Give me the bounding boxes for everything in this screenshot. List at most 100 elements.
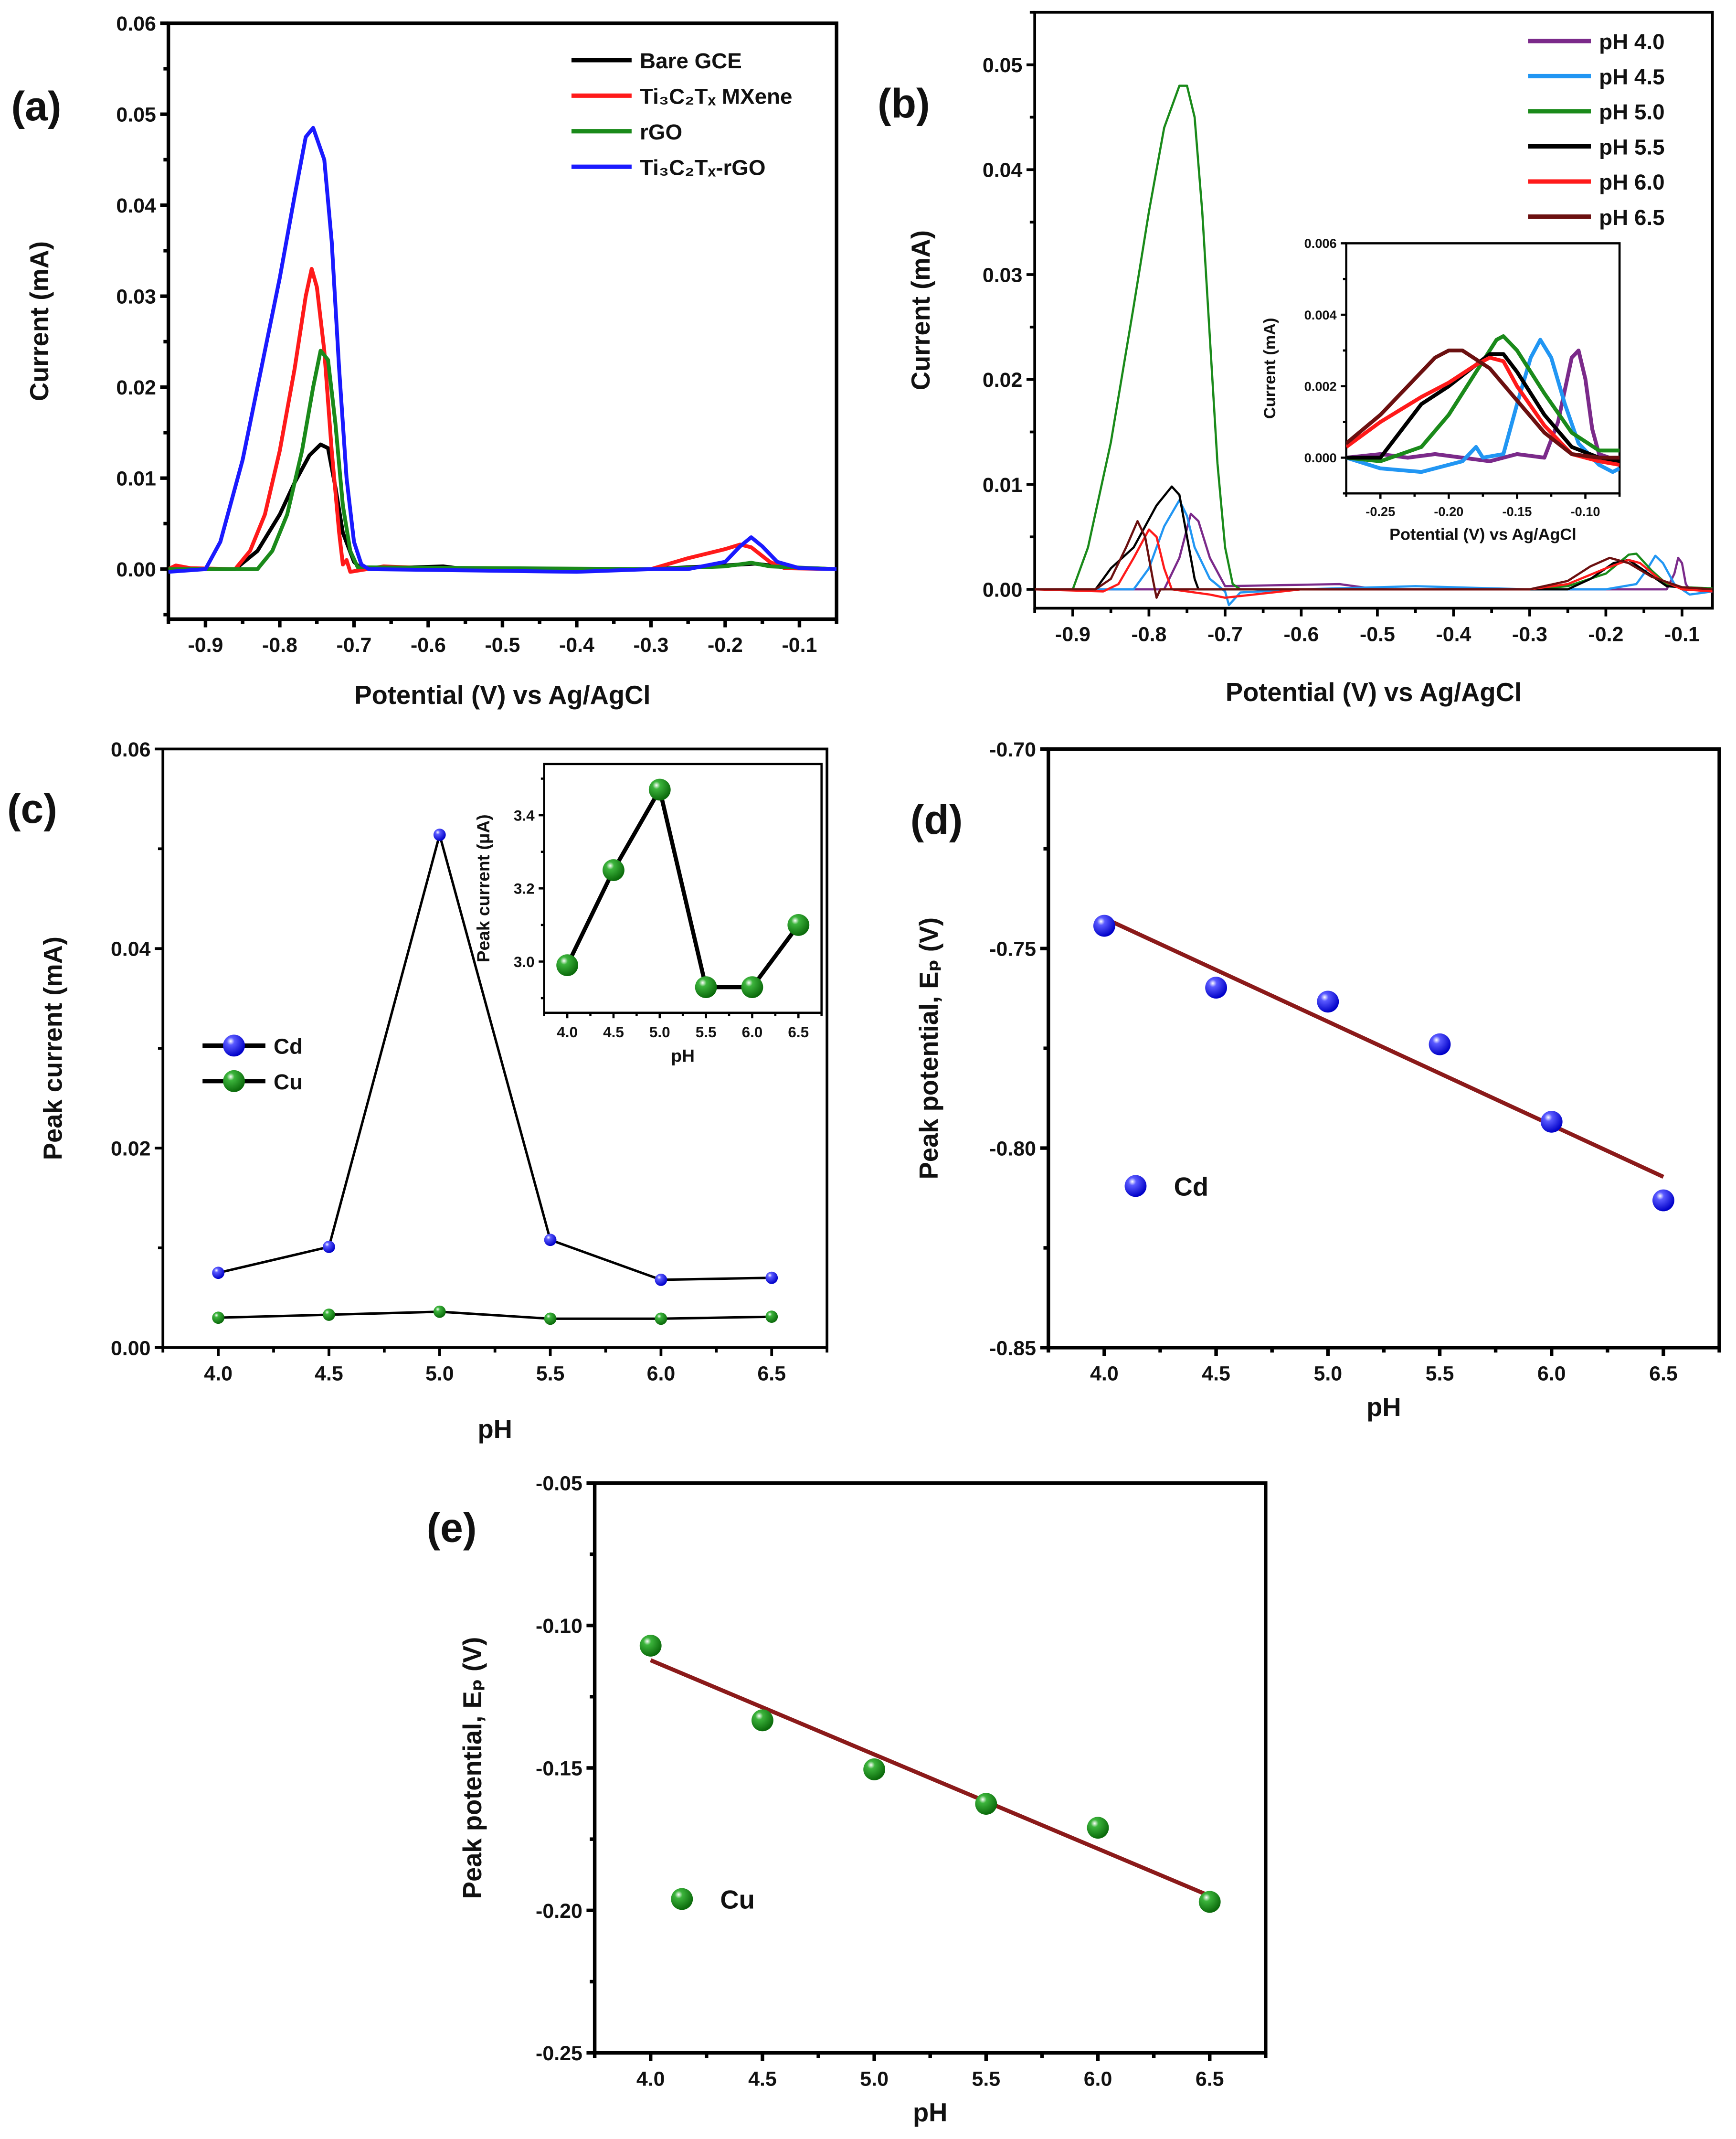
- data-point: [1652, 1189, 1674, 1212]
- y-tick-label: 0.05: [116, 104, 156, 127]
- series-line: [1035, 485, 1713, 591]
- x-tick-label: 4.0: [636, 2067, 665, 2090]
- y-axis-title: Peak potential, Eₚ (V): [458, 1637, 487, 1899]
- panel-b: (b)-0.9 -0.8 -0.7 -0.6 -0.5 -0.4 -0.3 -0.2 -0.10…: [878, 11, 1714, 707]
- y-axis-title: Current (mA): [25, 241, 54, 401]
- legend-label: Ti₃C₂Tₓ-rGO: [640, 155, 765, 180]
- x-tick-label: 4.5: [603, 1024, 624, 1041]
- legend-item: pH 6.0: [1528, 170, 1665, 194]
- data-point: [765, 1310, 778, 1323]
- data-point: [639, 1635, 662, 1657]
- x-axis-title: Potential (V) vs Ag/AgCl: [1226, 678, 1522, 707]
- y-tick-label: 0.05: [983, 54, 1023, 77]
- y-tick-label: 0.04: [116, 194, 156, 217]
- y-tick-label: 3.4: [514, 807, 535, 824]
- x-tick-label: 5.0: [860, 2067, 889, 2090]
- series-pH-5.5: [1346, 352, 1620, 463]
- series-line: [1346, 348, 1620, 460]
- y-tick-label: 0.00: [983, 578, 1023, 601]
- legend-item: Cu: [202, 1070, 303, 1094]
- x-axis-title: pH: [477, 1415, 512, 1444]
- x-tick-label: 6.0: [742, 1024, 763, 1041]
- data-point: [323, 1241, 335, 1253]
- panel-label: (b): [878, 81, 930, 127]
- y-tick-label: 0.04: [111, 938, 151, 961]
- x-tick-label: -0.20: [1434, 504, 1463, 519]
- legend-label: pH 4.5: [1599, 65, 1664, 89]
- data-point: [863, 1758, 886, 1780]
- x-tick-label: 4.0: [204, 1362, 233, 1385]
- y-tick-label: 0.00: [111, 1337, 151, 1360]
- data-point: [752, 1709, 773, 1732]
- y-tick-label: 0.04: [983, 159, 1023, 182]
- data-point: [556, 954, 579, 977]
- legend: Bare GCE Ti₃C₂Tₓ MXene rGO Ti₃C₂Tₓ-rGO: [571, 49, 793, 180]
- x-tick-label: 4.5: [315, 1362, 343, 1385]
- inset-background: [1346, 243, 1620, 494]
- y-tick-label: 0.06: [111, 738, 151, 761]
- data-point: [1093, 915, 1115, 937]
- x-tick-label: -0.2: [1588, 623, 1623, 646]
- data-point: [1087, 1817, 1109, 1839]
- x-tick-label: 4.0: [1090, 1362, 1119, 1385]
- panel-label: (d): [910, 797, 963, 843]
- series-line: [218, 830, 772, 1281]
- y-tick-label: -0.85: [989, 1337, 1036, 1360]
- data-point: [603, 859, 625, 881]
- series-line: [1035, 499, 1713, 607]
- legend-label: Bare GCE: [640, 49, 742, 73]
- panel-d: (d) 4.0 4.5 5.0 5.5 6.0 6.5 -0.85 -0.80 -0.75 -0.7…: [910, 738, 1721, 1422]
- series-line: [218, 1310, 772, 1320]
- x-axis-title: pH: [913, 2098, 947, 2127]
- x-axis-title: pH: [1366, 1393, 1401, 1422]
- x-tick-label: -0.3: [633, 634, 668, 657]
- series-line: [1035, 85, 1713, 591]
- panel-label: (c): [7, 786, 57, 832]
- y-tick-label: -0.20: [536, 1900, 582, 1923]
- x-axis-title: Potential (V) vs Ag/AgCl: [1389, 525, 1577, 543]
- data-point: [975, 1793, 997, 1815]
- y-tick-label: -0.10: [536, 1615, 582, 1638]
- x-tick-label: -0.3: [1512, 623, 1547, 646]
- plot-area: [650, 1658, 1211, 1898]
- x-tick-label: 6.0: [647, 1362, 676, 1385]
- y-tick-label: 0.02: [116, 376, 156, 399]
- y-tick-label: 0.004: [1304, 308, 1337, 322]
- y-tick-label: -0.70: [989, 738, 1036, 761]
- plot-frame: [593, 1481, 1268, 2055]
- series-line: [168, 349, 837, 571]
- legend-item: pH 4.5: [1528, 65, 1665, 89]
- legend-item: Ti₃C₂Tₓ-rGO: [571, 155, 766, 180]
- data-point: [655, 1273, 667, 1286]
- legend-label: rGO: [640, 120, 682, 144]
- legend: pH 4.0 pH 4.5 pH 5.0 pH 5.5 pH 6.0 pH 6.5: [1528, 30, 1665, 230]
- y-tick-label: 0.02: [983, 369, 1023, 392]
- y-axis-title: Peak current (mA): [38, 936, 67, 1160]
- series-line: [1035, 528, 1713, 599]
- data-point: [1540, 1111, 1563, 1133]
- x-tick-label: 5.0: [649, 1024, 670, 1041]
- x-tick-label: 6.0: [1537, 1362, 1566, 1385]
- y-tick-label: 0.002: [1304, 379, 1337, 394]
- y-tick-label: 0.01: [116, 468, 156, 490]
- x-tick-label: 4.5: [748, 2067, 777, 2090]
- legend-label: pH 5.5: [1599, 135, 1664, 160]
- x-tick-label: 4.5: [1202, 1362, 1230, 1385]
- x-tick-label: 6.0: [1084, 2067, 1112, 2090]
- legend-marker: [671, 1888, 693, 1910]
- panel-e: (e) 4.0 4.5 5.0 5.5 6.0 6.5 -0.25 -0.20 -0.15 -0.1…: [427, 1472, 1268, 2127]
- x-tick-label: -0.5: [1360, 623, 1395, 646]
- x-tick-label: -0.1: [1664, 623, 1700, 646]
- series-pH-5.0: [1035, 85, 1713, 591]
- x-axis-title: pH: [671, 1046, 695, 1066]
- series-pH-4.0: [1346, 348, 1620, 463]
- y-tick-label: 0.000: [1304, 450, 1337, 465]
- data-point: [433, 829, 446, 841]
- legend-marker: [1124, 1175, 1147, 1197]
- x-tick-label: -0.7: [336, 634, 371, 657]
- x-tick-label: 5.5: [1426, 1362, 1454, 1385]
- y-tick-label: 0.03: [983, 264, 1023, 287]
- panel-c: (c) 4.0 4.5 5.0 5.5 6.0 6.5 0.00 0.02 0.04 0.06 pH P…: [7, 738, 829, 1444]
- series-pH-6.5: [1346, 348, 1620, 460]
